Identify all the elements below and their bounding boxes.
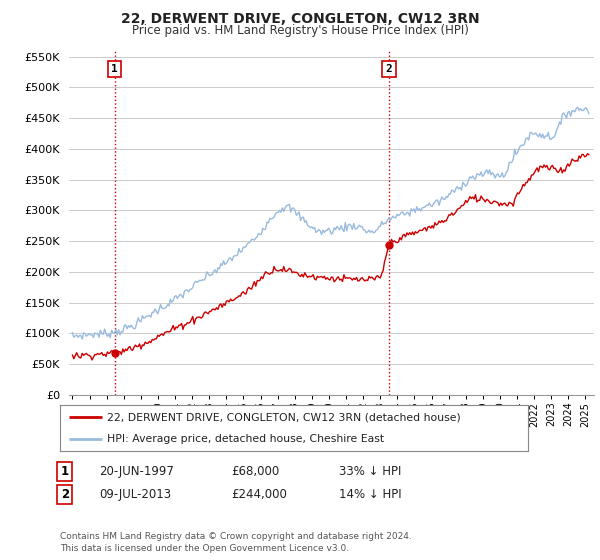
Text: 2: 2 [61, 488, 69, 501]
Text: 1: 1 [61, 465, 69, 478]
Text: 2: 2 [386, 64, 392, 74]
Text: 09-JUL-2013: 09-JUL-2013 [99, 488, 171, 501]
Text: £244,000: £244,000 [231, 488, 287, 501]
Text: 1: 1 [111, 64, 118, 74]
Text: Contains HM Land Registry data © Crown copyright and database right 2024.
This d: Contains HM Land Registry data © Crown c… [60, 533, 412, 553]
Text: 20-JUN-1997: 20-JUN-1997 [99, 465, 174, 478]
Text: 22, DERWENT DRIVE, CONGLETON, CW12 3RN (detached house): 22, DERWENT DRIVE, CONGLETON, CW12 3RN (… [107, 412, 461, 422]
Text: £68,000: £68,000 [231, 465, 279, 478]
Text: HPI: Average price, detached house, Cheshire East: HPI: Average price, detached house, Ches… [107, 435, 384, 444]
Text: 14% ↓ HPI: 14% ↓ HPI [339, 488, 401, 501]
Text: 22, DERWENT DRIVE, CONGLETON, CW12 3RN: 22, DERWENT DRIVE, CONGLETON, CW12 3RN [121, 12, 479, 26]
Text: Price paid vs. HM Land Registry's House Price Index (HPI): Price paid vs. HM Land Registry's House … [131, 24, 469, 36]
Text: 33% ↓ HPI: 33% ↓ HPI [339, 465, 401, 478]
